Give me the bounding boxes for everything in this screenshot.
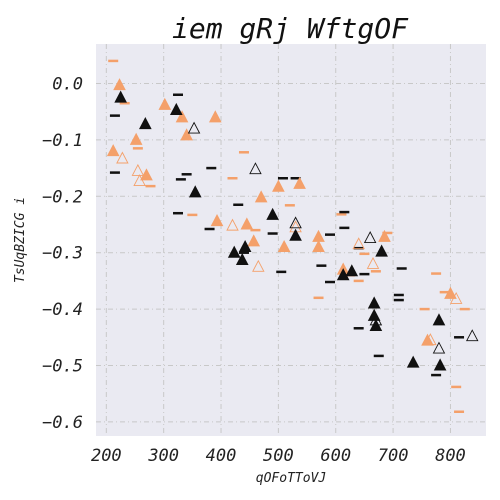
- triangle-marker-hollow: [424, 333, 437, 346]
- y-tick-label: −0.1: [42, 131, 83, 151]
- triangle-marker-hollow: [226, 218, 239, 231]
- chart-title: iem gRj WftgOF: [172, 12, 409, 45]
- triangle-marker-filled: [272, 179, 285, 192]
- triangle-marker-filled: [140, 168, 153, 181]
- triangle-marker-hollow: [369, 313, 383, 326]
- triangle-marker-hollow: [249, 162, 262, 175]
- x-tick-label: 400: [206, 446, 237, 466]
- triangle-marker-filled: [289, 228, 302, 241]
- triangle-marker-filled: [433, 358, 447, 371]
- triangle-marker-filled: [114, 90, 127, 103]
- triangle-marker-filled: [266, 207, 279, 220]
- triangle-marker-hollow: [133, 174, 146, 187]
- y-tick-label: −0.2: [42, 187, 83, 207]
- triangle-marker-filled: [158, 97, 172, 110]
- triangle-marker-filled: [336, 268, 350, 281]
- data-points: [106, 59, 479, 413]
- x-tick-label: 800: [435, 446, 466, 466]
- triangle-marker-filled: [227, 245, 241, 258]
- triangle-marker-hollow: [289, 216, 302, 229]
- y-tick-label: −0.4: [42, 300, 83, 320]
- triangle-marker-filled: [247, 234, 261, 247]
- triangle-marker-filled: [188, 185, 202, 198]
- x-tick-label: 700: [378, 446, 409, 466]
- triangle-marker-filled: [106, 144, 120, 157]
- y-axis-ticks: 0.0 −0.1 −0.2 −0.3 −0.4 −0.5 −0.6: [42, 74, 83, 432]
- triangle-marker-filled: [444, 286, 457, 299]
- triangle-marker-filled: [406, 355, 420, 368]
- y-tick-label: −0.6: [42, 413, 83, 433]
- triangle-marker-hollow: [131, 163, 145, 176]
- triangle-marker-hollow: [465, 329, 479, 342]
- triangle-marker-filled: [175, 110, 189, 123]
- triangle-marker-filled: [235, 252, 249, 266]
- triangle-marker-hollow: [252, 259, 265, 272]
- triangle-marker-hollow: [363, 231, 377, 243]
- triangle-marker-hollow: [366, 257, 380, 269]
- triangle-marker-filled: [277, 239, 291, 253]
- triangle-marker-filled: [238, 239, 252, 253]
- triangle-marker-hollow: [116, 151, 129, 164]
- triangle-marker-filled: [208, 110, 222, 123]
- y-tick-label: 0.0: [52, 74, 83, 94]
- y-tick-label: −0.5: [42, 356, 83, 376]
- triangle-marker-filled: [378, 229, 391, 242]
- triangle-marker-filled: [293, 176, 306, 189]
- triangle-marker-filled: [432, 313, 446, 326]
- x-axis-label: qOFoTToVJ: [256, 471, 326, 486]
- x-tick-label: 600: [320, 446, 351, 466]
- triangle-marker-hollow: [352, 237, 365, 250]
- y-tick-label: −0.3: [42, 244, 83, 264]
- x-tick-label: 300: [147, 446, 179, 466]
- y-axis-label: TsUqBZICG i: [13, 197, 28, 283]
- triangle-marker-filled: [138, 117, 152, 130]
- x-axis-ticks: 200 300 400 500 600 700 800: [91, 446, 466, 466]
- triangle-marker-filled: [375, 244, 388, 257]
- triangle-marker-filled: [180, 128, 193, 141]
- triangle-marker-filled: [312, 239, 325, 253]
- triangle-marker-filled: [345, 264, 359, 277]
- triangle-marker-filled: [113, 78, 126, 91]
- x-tick-label: 200: [91, 446, 122, 466]
- triangle-marker-hollow: [432, 341, 446, 354]
- triangle-marker-filled: [254, 190, 268, 203]
- triangle-marker-filled: [367, 308, 381, 321]
- triangle-marker-filled: [129, 132, 143, 145]
- triangle-marker-hollow: [449, 291, 463, 304]
- triangle-marker-filled: [210, 214, 224, 227]
- triangle-marker-filled: [367, 296, 381, 309]
- triangle-marker-hollow: [187, 121, 201, 134]
- triangle-marker-filled: [240, 217, 254, 230]
- triangle-marker-filled: [169, 102, 183, 115]
- x-tick-label: 500: [263, 446, 294, 466]
